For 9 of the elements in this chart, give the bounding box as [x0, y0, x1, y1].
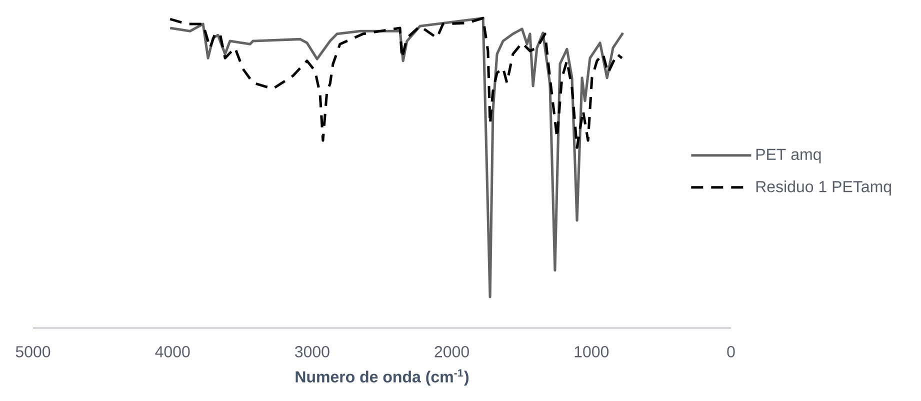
x-tick-label: 1000 — [574, 346, 609, 358]
x-tick-label: 5000 — [16, 346, 50, 358]
x-tick-label: 2000 — [434, 346, 469, 358]
legend-label: PET amq — [756, 148, 821, 164]
x-tick-label: 3000 — [295, 346, 330, 358]
x-tick-label: 4000 — [155, 346, 190, 358]
legend-label: Residuo 1 PETamq — [756, 180, 892, 196]
x-tick-label: 0 — [727, 346, 735, 358]
x-axis-title: Numero de onda (cm$^{-1}$) — [296, 369, 469, 386]
